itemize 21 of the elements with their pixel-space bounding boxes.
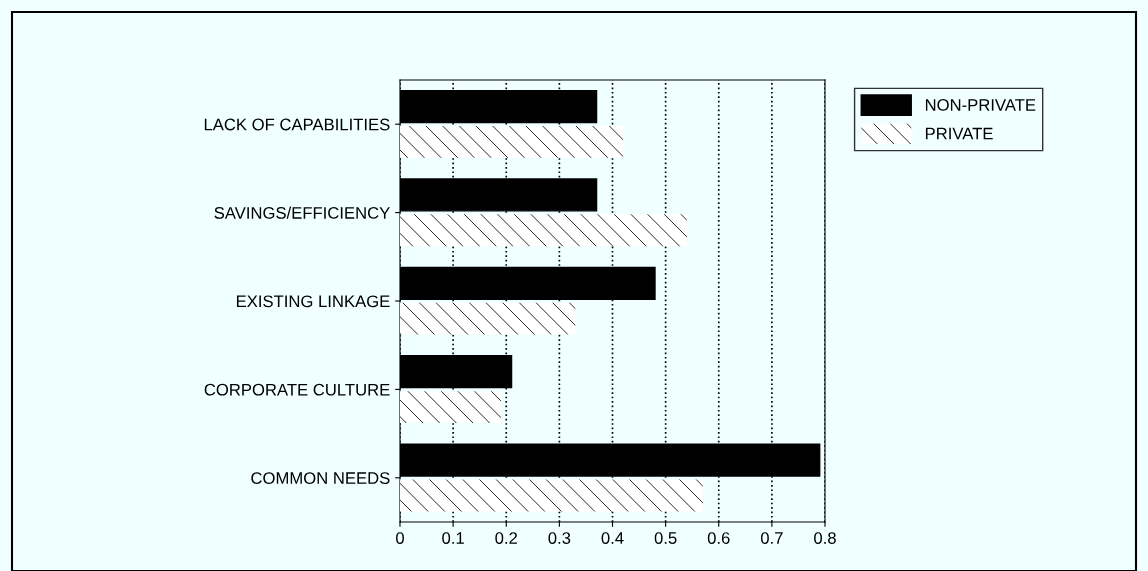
bar [400, 302, 576, 335]
x-tick-label: 0.5 [654, 532, 677, 544]
x-tick-label: 0 [396, 532, 404, 544]
y-tick-label: EXISTING LINKAGE [236, 295, 390, 308]
bar [400, 479, 703, 512]
bar [400, 391, 501, 423]
x-tick-label: 0.8 [814, 532, 836, 544]
x-tick-label: 0.6 [707, 532, 730, 544]
bar [400, 214, 687, 247]
x-tick-label: 0.1 [442, 532, 464, 544]
x-tick-label: 0.7 [760, 532, 783, 544]
x-tick-label: 0.3 [548, 532, 571, 544]
y-tick-label: LACK OF CAPABILITIES [204, 118, 390, 131]
x-tick-label: 0.2 [495, 532, 517, 544]
legend-label: NON-PRIVATE [925, 99, 1036, 111]
y-tick-label: CORPORATE CULTURE [204, 383, 390, 396]
y-tick-label: SAVINGS/EFFICIENCY [214, 206, 390, 219]
legend-label: PRIVATE [925, 127, 993, 140]
x-tick-label: 0.4 [601, 532, 624, 544]
bar [400, 125, 624, 158]
y-tick-label: COMMON NEEDS [251, 472, 390, 484]
